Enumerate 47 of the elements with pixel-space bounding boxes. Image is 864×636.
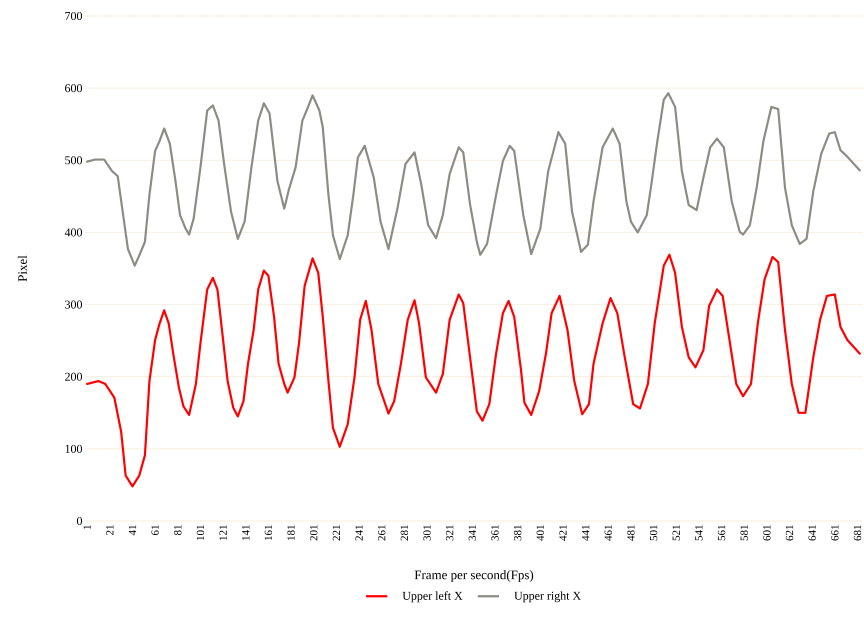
x-tick-label: 241	[355, 525, 363, 540]
y-tick-label: 700	[65, 12, 82, 20]
x-tick-label: 341	[468, 525, 476, 540]
x-tick-label: 401	[536, 525, 544, 541]
x-tick-label: 161	[264, 525, 272, 540]
x-tick-label: 261	[378, 525, 386, 540]
x-tick-label: 301	[423, 525, 431, 540]
y-tick-label: 400	[64, 228, 82, 236]
x-tick-label: 621	[786, 525, 794, 540]
x-tick-label: 561	[718, 525, 726, 540]
x-tick-label: 101	[196, 525, 204, 540]
x-tick-label: 361	[491, 525, 499, 540]
x-tick-label: 641	[808, 525, 816, 540]
legend-label: Upper left X	[402, 591, 463, 602]
x-tick-label: 441	[582, 525, 590, 541]
x-tick-label: 201	[310, 525, 318, 540]
x-tick-label: 321	[446, 525, 454, 540]
x-tick-label: 521	[672, 525, 680, 540]
x-tick-label: 541	[695, 525, 703, 540]
x-tick-label: 61	[151, 525, 159, 536]
x-tick-label: 81	[174, 525, 182, 536]
x-tick-label: 661	[831, 525, 839, 540]
x-axis-title: Frame per second(Fps)	[414, 570, 534, 582]
x-tick-label: 221	[332, 525, 340, 540]
legend-label: Upper right X	[514, 591, 581, 602]
y-tick-label: 0	[76, 516, 82, 526]
x-tick-label: 181	[287, 525, 295, 540]
x-tick-label: 681	[854, 525, 862, 540]
y-tick-label: 500	[65, 156, 82, 164]
x-tick-label: 421	[559, 525, 567, 541]
x-tick-label: 21	[106, 525, 114, 535]
x-tick-label: 281	[400, 525, 408, 540]
y-tick-label: 600	[65, 84, 82, 92]
x-tick-label: 41	[128, 525, 136, 536]
x-tick-label: 121	[219, 525, 227, 540]
x-tick-label: 461	[604, 525, 612, 541]
x-tick-label: 581	[740, 525, 748, 540]
y-axis-title: Pixel	[18, 255, 27, 282]
x-tick-label: 501	[650, 525, 658, 540]
x-tick-label: 141	[242, 525, 250, 540]
x-tick-label: 381	[514, 525, 522, 540]
x-tick-label: 1	[84, 525, 91, 530]
y-tick-label: 100	[66, 444, 82, 453]
y-tick-label: 200	[65, 372, 82, 381]
x-tick-label: 481	[627, 525, 635, 541]
x-tick-label: 601	[763, 525, 771, 540]
y-tick-label: 300	[65, 300, 82, 309]
